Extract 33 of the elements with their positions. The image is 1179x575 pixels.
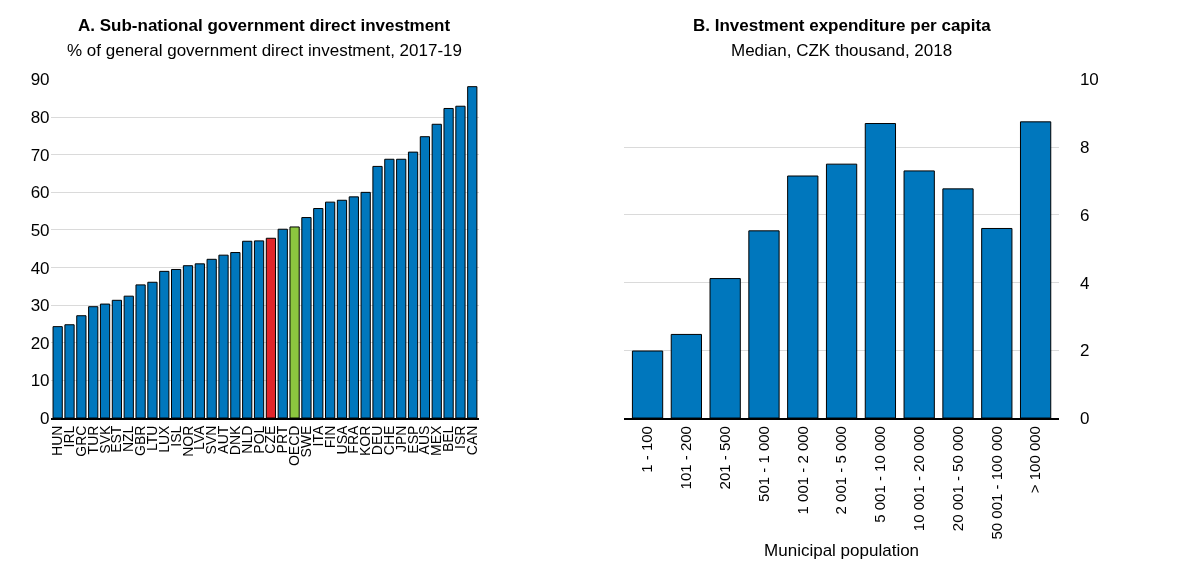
y-tick-label: 70 [30,145,50,165]
x-tick-label: 101 - 200 [677,426,695,490]
x-tick-label: 20 001 - 50 000 [948,426,966,532]
y-tick-label: 60 [30,183,50,203]
x-tick-label: 50 001 - 100 000 [987,426,1005,540]
y2-tick-label: 6 [1079,205,1090,225]
y2-tick-label: 4 [1079,273,1090,293]
x-tick-label: 2 001 - 5 000 [832,426,850,515]
y2-tick-label: 0 [1079,408,1090,428]
x-tick-label: 501 - 1 000 [754,426,772,502]
y-tick-label: 40 [30,258,50,278]
y-tick-label: 30 [30,296,50,316]
chart-title: B. Investment expenditure per capita [693,16,992,35]
chart-title: A. Sub-national government direct investment [78,16,451,35]
x-tick-label: > 100 000 [1026,426,1044,494]
y-tick-label: 90 [30,70,50,90]
x-tick-label: 201 - 500 [716,426,734,490]
y2-tick-label: 2 [1079,341,1090,361]
x-axis-title: Municipal population [764,541,920,561]
y-tick-label: 0 [40,408,50,428]
y2-tick-label: 8 [1079,138,1090,158]
chart-subtitle: % of general government direct investment, 2017-19 [67,41,463,60]
y-tick-label: 80 [30,108,50,128]
y-tick-label: 10 [30,371,50,391]
y-tick-label: 50 [30,220,50,240]
x-tick-label: 5 001 - 10 000 [871,426,889,523]
x-tick-label: LTU [144,425,160,452]
x-tick-label: 10 001 - 20 000 [910,426,928,532]
chart-subtitle: Median, CZK thousand, 2018 [731,41,953,60]
x-tick-label: 1 - 100 [638,426,656,473]
y2-tick-label: 10 [1079,70,1099,90]
x-tick-label: 1 001 - 2 000 [793,426,811,515]
y-tick-label: 20 [30,333,50,353]
